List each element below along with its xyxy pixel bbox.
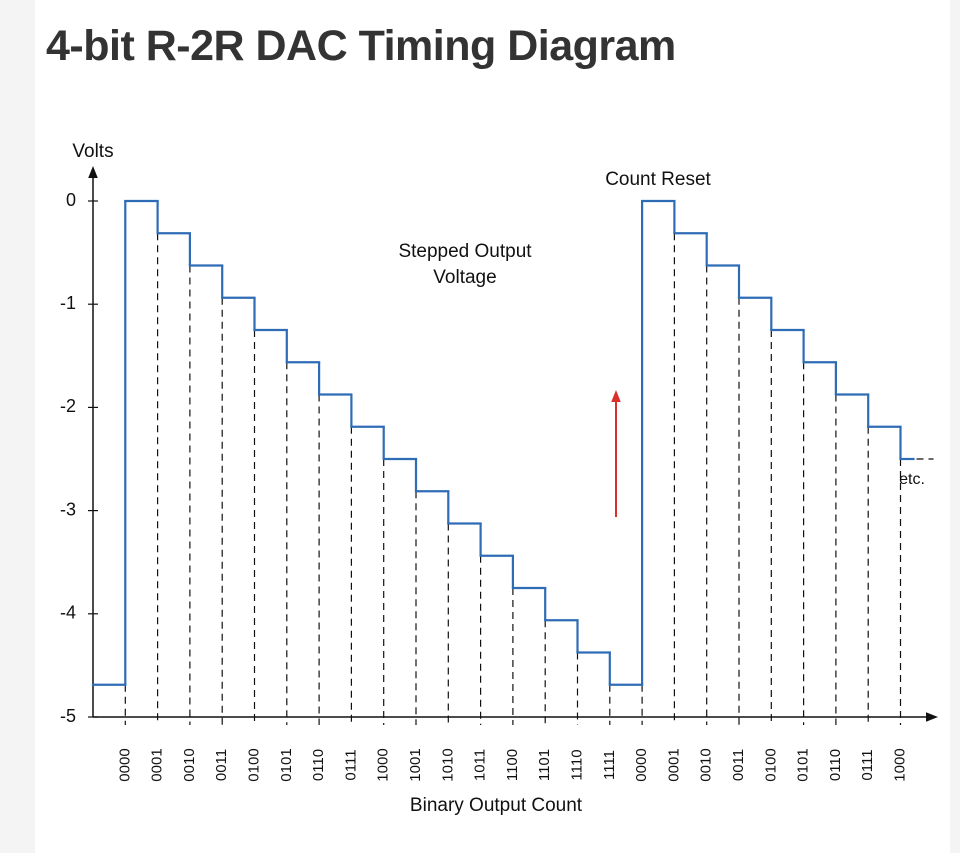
- annotation: Stepped Output: [398, 241, 532, 262]
- y-axis-label: Volts: [72, 141, 113, 162]
- x-tick-label: 0101: [278, 748, 295, 781]
- x-tick-label: 0000: [633, 748, 650, 781]
- y-tick-label: -5: [60, 706, 76, 726]
- x-tick-label: 1100: [504, 749, 521, 781]
- x-tick-label: 1111: [601, 750, 618, 780]
- x-tick-label: 0001: [149, 748, 166, 781]
- x-tick-label: 1011: [472, 749, 489, 781]
- content-card: [35, 0, 950, 853]
- x-tick-label: 1101: [536, 749, 553, 781]
- x-tick-label: 1001: [407, 748, 424, 781]
- x-tick-label: 0111: [859, 749, 876, 780]
- y-tick-label: -1: [60, 293, 76, 313]
- annotation: Count Reset: [605, 169, 711, 190]
- x-tick-label: 1000: [891, 748, 908, 781]
- x-tick-label: 0100: [245, 748, 262, 781]
- x-tick-label: 0001: [665, 748, 682, 781]
- page-title: 4-bit R-2R DAC Timing Diagram: [46, 22, 676, 70]
- x-tick-label: 0110: [827, 749, 844, 781]
- annotation: Voltage: [433, 267, 496, 288]
- x-tick-label: 0100: [762, 748, 779, 781]
- x-tick-label: 0110: [310, 749, 327, 781]
- annotation: etc.: [899, 471, 925, 488]
- x-axis-label: Binary Output Count: [410, 795, 583, 816]
- x-tick-label: 1000: [375, 748, 392, 781]
- x-tick-label: 0111: [342, 749, 359, 780]
- x-tick-label: 0011: [213, 749, 230, 781]
- x-tick-label: 0010: [698, 748, 715, 781]
- x-tick-label: 0010: [181, 748, 198, 781]
- x-tick-label: 0000: [116, 748, 133, 781]
- y-tick-label: -2: [60, 396, 76, 416]
- y-tick-label: 0: [66, 190, 76, 210]
- x-tick-label: 0011: [730, 749, 747, 781]
- x-tick-label: 1010: [439, 748, 456, 781]
- y-tick-label: -3: [60, 499, 76, 519]
- x-tick-label: 1110: [568, 749, 585, 780]
- y-tick-label: -4: [60, 603, 76, 623]
- x-tick-label: 0101: [795, 748, 812, 781]
